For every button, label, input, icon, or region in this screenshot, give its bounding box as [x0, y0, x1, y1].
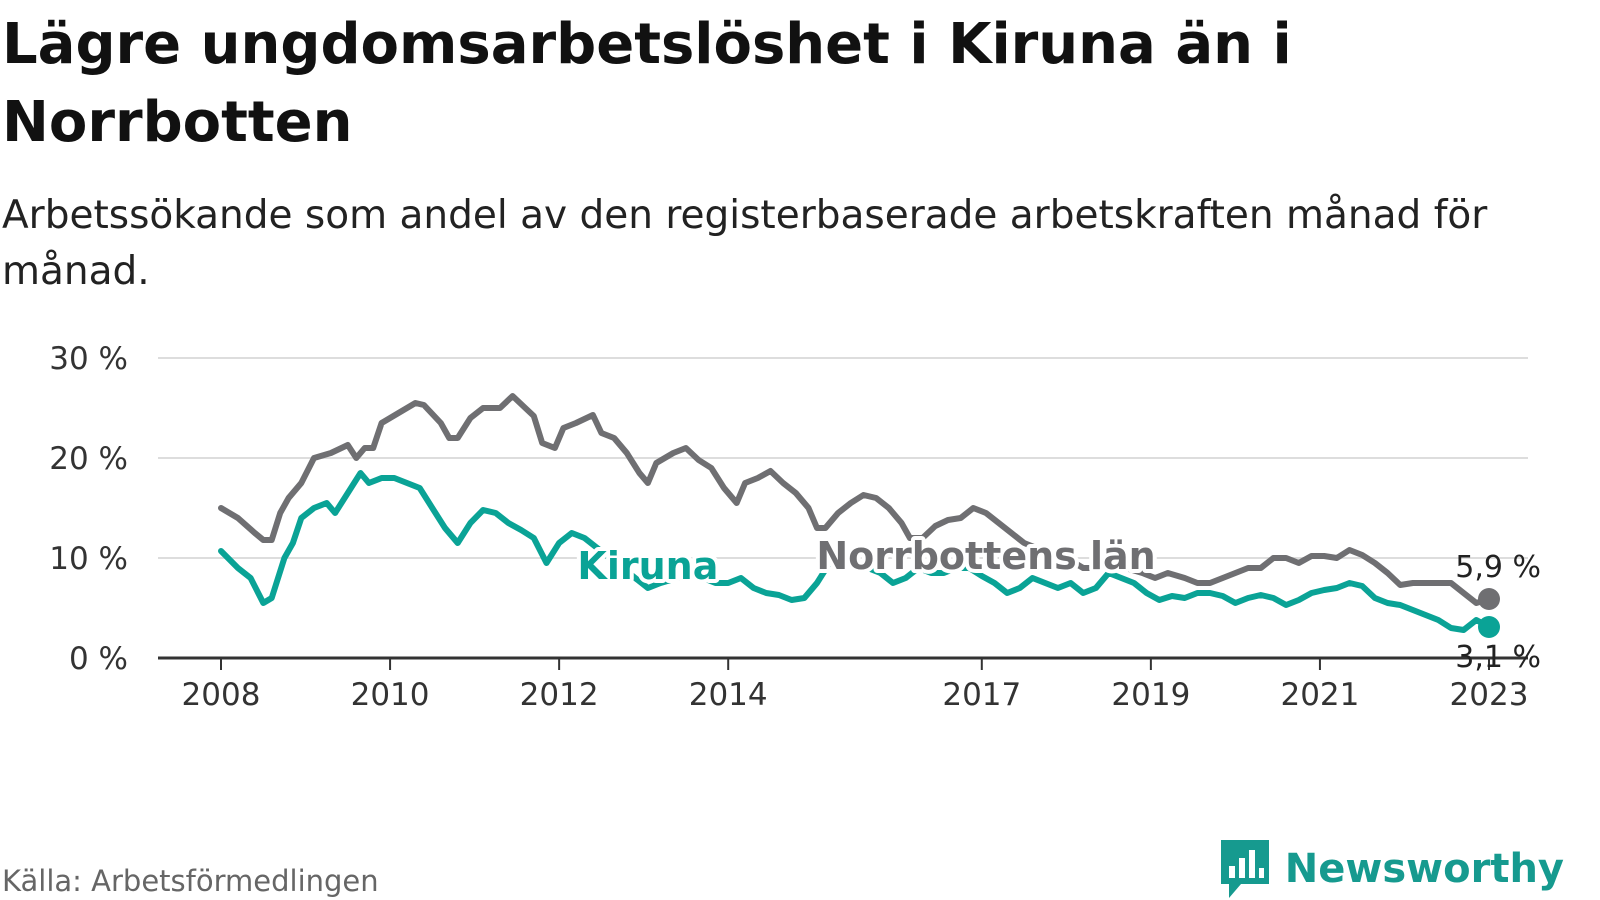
kiruna-line	[218, 470, 1492, 633]
y-tick-label: 20 %	[49, 441, 128, 477]
brand-name: Newsworthy	[1284, 846, 1564, 892]
norrbottens-l-n-end-value: 5,9 %	[1455, 550, 1541, 585]
kiruna-end-value: 3,1 %	[1455, 640, 1541, 675]
norrbottens-l-n-end-point	[1478, 588, 1500, 610]
x-tick-label: 2017	[942, 677, 1021, 713]
y-tick-label: 30 %	[49, 341, 128, 377]
gridlines	[158, 357, 1528, 559]
x-tick-label: 2014	[689, 677, 768, 713]
x-tick-label: 2008	[182, 677, 261, 713]
x-tick-label: 2010	[351, 677, 430, 713]
series-labels: Norrbottens län Kiruna 5,9 % 3,1 %	[573, 530, 1541, 675]
chart-title: Lägre ungdomsarbetslöshet i Kiruna än i …	[2, 12, 1292, 155]
x-tick-label: 2019	[1111, 677, 1190, 713]
series-lines	[218, 393, 1500, 638]
y-tick-label: 0 %	[69, 641, 128, 677]
x-tick-label: 2023	[1450, 677, 1529, 713]
y-tick-label: 10 %	[49, 541, 128, 577]
kiruna-end-point	[1478, 616, 1500, 638]
x-tick-label: 2012	[520, 677, 599, 713]
norrbottens-l-n-label: Norrbottens län	[816, 534, 1155, 578]
newsworthy-logo: Newsworthy	[1219, 838, 1564, 900]
kiruna-label: Kiruna	[577, 544, 718, 588]
chart-subtitle: Arbetssökande som andel av den registerb…	[2, 193, 1488, 294]
source-note: Källa: Arbetsförmedlingen	[2, 864, 379, 898]
y-axis-tick-labels: 0 % 10 % 20 % 30 %	[49, 341, 128, 677]
norrbottens-l-n-line	[218, 393, 1492, 606]
x-axis: 2008 2010 2012 2014 2017 2019 2021 2023	[158, 656, 1529, 713]
bar-chart-speech-bubble-icon	[1220, 840, 1269, 898]
x-tick-label: 2021	[1280, 677, 1359, 713]
